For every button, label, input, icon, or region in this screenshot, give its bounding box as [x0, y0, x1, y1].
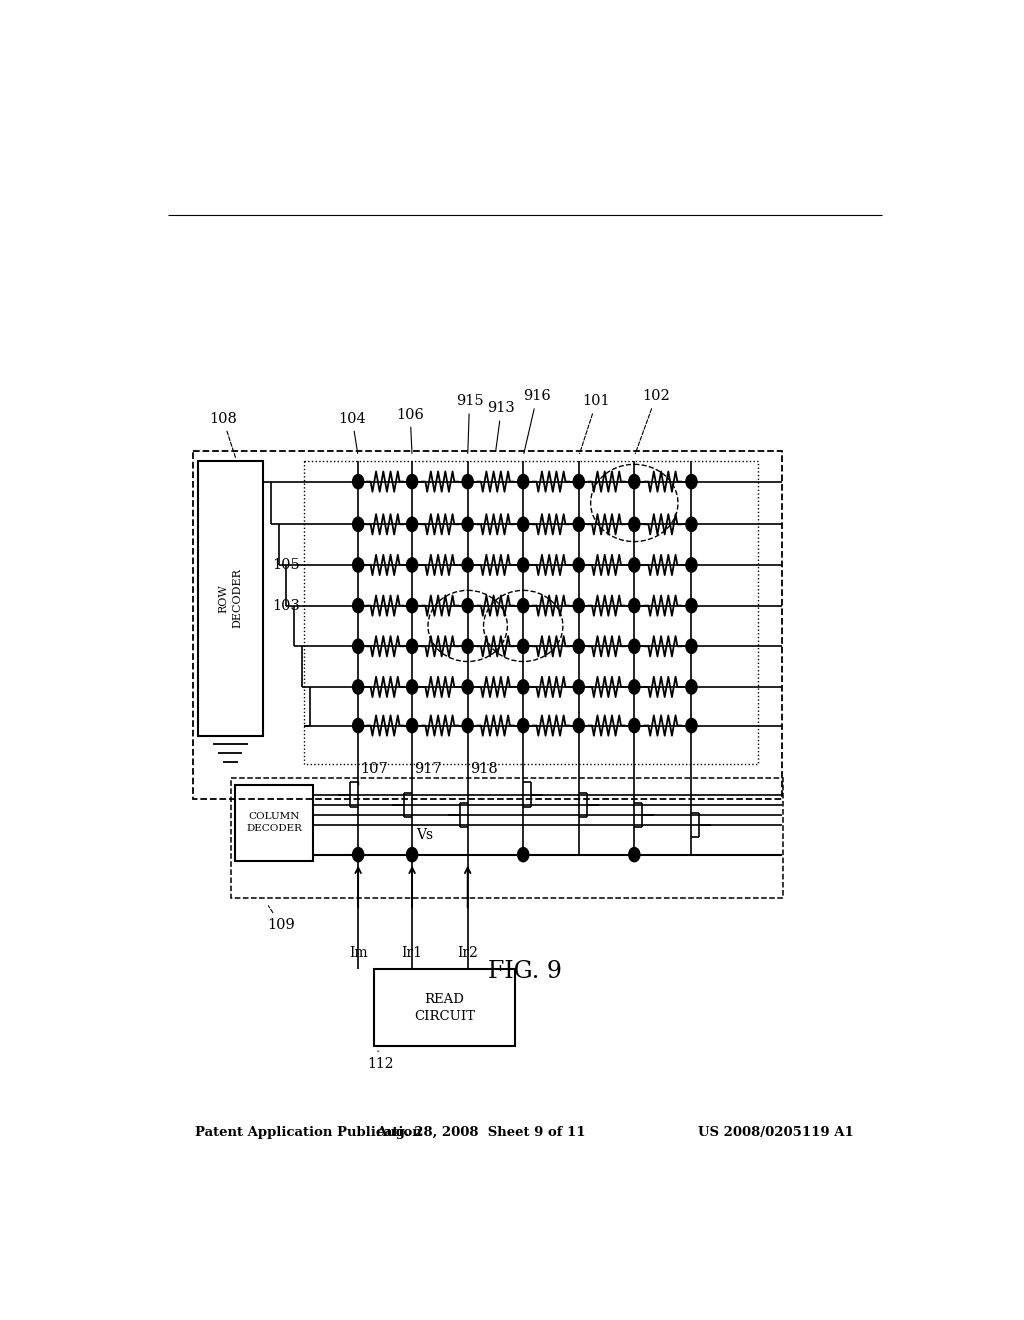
Circle shape [407, 517, 418, 532]
Circle shape [518, 718, 528, 733]
Circle shape [573, 680, 585, 694]
Bar [374, 969, 515, 1045]
Circle shape [407, 558, 418, 572]
Text: FIG. 9: FIG. 9 [487, 960, 562, 983]
Text: COLUMN
DECODER: COLUMN DECODER [246, 812, 302, 833]
Text: 913: 913 [487, 401, 515, 450]
Circle shape [573, 558, 585, 572]
Circle shape [518, 474, 528, 488]
Text: READ
CIRCUIT: READ CIRCUIT [414, 993, 475, 1023]
Circle shape [686, 598, 697, 612]
Circle shape [518, 558, 528, 572]
Circle shape [686, 680, 697, 694]
Circle shape [518, 680, 528, 694]
Circle shape [462, 680, 473, 694]
Text: Ir1: Ir1 [401, 946, 423, 960]
Text: 108: 108 [209, 412, 237, 458]
Text: 106: 106 [396, 408, 424, 454]
Text: Patent Application Publication: Patent Application Publication [196, 1126, 422, 1139]
Circle shape [352, 474, 364, 488]
Circle shape [407, 680, 418, 694]
Circle shape [352, 680, 364, 694]
Bar [236, 784, 313, 861]
Circle shape [686, 639, 697, 653]
Circle shape [407, 639, 418, 653]
Circle shape [518, 598, 528, 612]
Bar [198, 461, 263, 735]
Circle shape [629, 558, 640, 572]
Text: 917: 917 [415, 763, 442, 776]
Circle shape [629, 474, 640, 488]
Text: 103: 103 [272, 598, 300, 612]
Bar [304, 461, 758, 764]
Circle shape [629, 718, 640, 733]
Circle shape [629, 598, 640, 612]
Text: 105: 105 [272, 558, 300, 572]
Circle shape [407, 847, 418, 862]
Circle shape [629, 847, 640, 862]
Circle shape [462, 598, 473, 612]
Circle shape [462, 474, 473, 488]
Circle shape [573, 517, 585, 532]
Text: 918: 918 [470, 763, 498, 776]
Circle shape [573, 474, 585, 488]
Text: 916: 916 [523, 389, 551, 454]
Circle shape [686, 517, 697, 532]
Text: US 2008/0205119 A1: US 2008/0205119 A1 [698, 1126, 854, 1139]
Circle shape [352, 639, 364, 653]
Circle shape [407, 474, 418, 488]
Circle shape [573, 598, 585, 612]
Circle shape [352, 598, 364, 612]
Text: ROW
DECODER: ROW DECODER [219, 569, 242, 628]
Circle shape [462, 718, 473, 733]
Circle shape [407, 598, 418, 612]
Text: Aug. 28, 2008  Sheet 9 of 11: Aug. 28, 2008 Sheet 9 of 11 [377, 1126, 586, 1139]
Circle shape [352, 847, 364, 862]
Bar [231, 779, 782, 899]
Text: Vs: Vs [416, 829, 433, 842]
Text: Im: Im [349, 946, 368, 960]
Text: 915: 915 [456, 395, 483, 454]
Text: 101: 101 [580, 395, 610, 454]
Text: 109: 109 [267, 906, 295, 932]
Text: 104: 104 [338, 412, 366, 454]
Circle shape [686, 558, 697, 572]
Circle shape [629, 639, 640, 653]
Circle shape [518, 639, 528, 653]
Circle shape [352, 517, 364, 532]
Circle shape [462, 517, 473, 532]
Circle shape [518, 847, 528, 862]
Circle shape [462, 558, 473, 572]
Circle shape [629, 680, 640, 694]
Text: 107: 107 [360, 763, 388, 776]
Circle shape [629, 517, 640, 532]
Text: Ir2: Ir2 [458, 946, 478, 960]
Circle shape [573, 639, 585, 653]
Text: 102: 102 [635, 389, 670, 454]
Circle shape [518, 517, 528, 532]
Bar [194, 451, 782, 799]
Circle shape [686, 474, 697, 488]
Circle shape [686, 718, 697, 733]
Circle shape [462, 639, 473, 653]
Circle shape [352, 558, 364, 572]
Text: 112: 112 [368, 1051, 394, 1071]
Circle shape [352, 718, 364, 733]
Circle shape [407, 718, 418, 733]
Circle shape [573, 718, 585, 733]
